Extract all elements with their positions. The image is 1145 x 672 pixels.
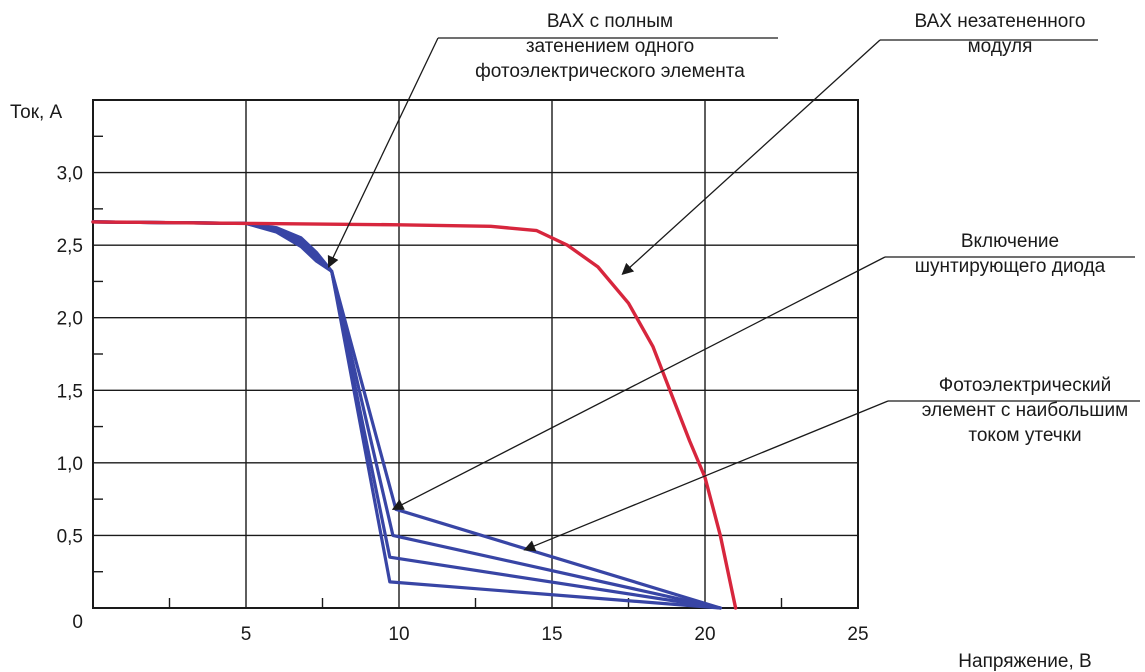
y-tick-label: 0,5 xyxy=(57,526,83,547)
y-tick-labels: 0 0,5 1,0 1,5 2,0 2,5 3,0 xyxy=(57,164,83,633)
grid-lines xyxy=(93,100,858,608)
x-tick-label: 5 xyxy=(241,624,252,645)
x-tick-label: 10 xyxy=(388,624,409,645)
minor-ticks xyxy=(93,135,783,608)
annotation-text: фотоэлектрического элемента xyxy=(475,61,745,82)
annotation-layer: ВАХ с полным затенением одного фотоэлектри… xyxy=(327,11,1140,552)
y-tick-label: 1,5 xyxy=(57,381,83,402)
y-tick-label: 2,0 xyxy=(57,309,83,330)
annotation-text: Фотоэлектрический xyxy=(939,375,1112,396)
annotation-text: током утечки xyxy=(968,425,1081,446)
x-tick-label: 15 xyxy=(541,624,562,645)
unshaded-module-curve xyxy=(91,220,738,610)
shaded-cell-curve xyxy=(91,220,722,610)
x-tick-label: 20 xyxy=(694,624,715,645)
annotation: ВАХ незатененного модуля xyxy=(621,11,1098,275)
shaded-cell-curve xyxy=(91,220,722,610)
y-tick-label: 3,0 xyxy=(57,164,83,185)
annotation: Включение шунтирующего диода xyxy=(391,231,1135,510)
series-layer xyxy=(91,220,738,610)
y-axis-label: Ток, А xyxy=(10,102,63,123)
annotation: Фотоэлектрический элемент с наибольшим ток… xyxy=(523,375,1140,552)
annotation: ВАХ с полным затенением одного фотоэлектри… xyxy=(327,11,778,268)
annotation-arrow xyxy=(391,256,886,510)
annotation-text: ВАХ незатененного xyxy=(915,11,1086,32)
shaded-cell-curve xyxy=(91,220,722,610)
plot-frame xyxy=(92,99,859,609)
annotation-arrow xyxy=(621,39,881,275)
x-tick-labels: 5 10 15 20 25 xyxy=(241,624,869,645)
y-tick-label: 0 xyxy=(72,612,83,633)
annotation-text: элемент с наибольшим xyxy=(922,400,1128,421)
annotation-text: шунтирующего диода xyxy=(915,256,1106,277)
annotation-text: ВАХ с полным xyxy=(547,11,673,32)
y-tick-label: 1,0 xyxy=(57,454,83,475)
y-tick-label: 2,5 xyxy=(57,236,83,257)
annotation-text: Включение xyxy=(961,231,1059,252)
x-axis-label: Напряжение, В xyxy=(958,651,1091,672)
annotation-text: модуля xyxy=(968,36,1033,57)
annotation-arrow xyxy=(327,37,439,268)
annotation-text: затенением одного xyxy=(526,36,694,57)
x-tick-label: 25 xyxy=(847,624,868,645)
annotation-arrow xyxy=(523,400,889,552)
shaded-cell-curve xyxy=(91,220,722,610)
